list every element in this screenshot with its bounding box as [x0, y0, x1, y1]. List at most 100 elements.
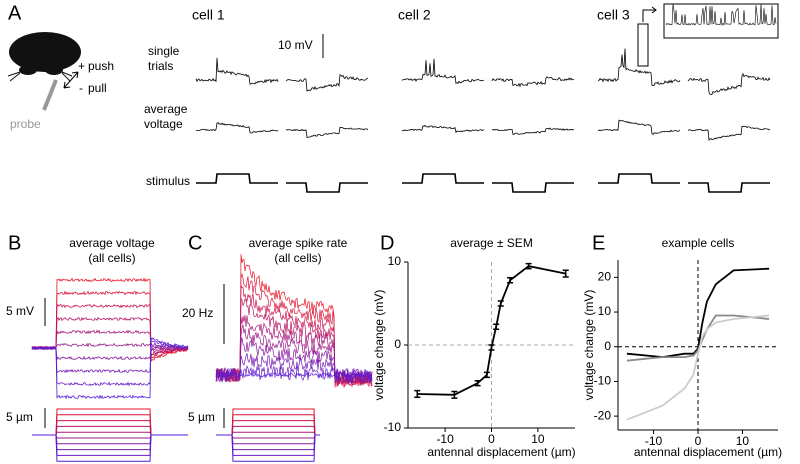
- scale-label: 10 mV: [278, 38, 313, 52]
- probe-label: probe: [10, 117, 41, 131]
- trace: [195, 57, 279, 85]
- trace: [216, 434, 320, 439]
- trace: [402, 173, 484, 184]
- cell-label: cell 3: [597, 7, 630, 23]
- panel-title: average spike rate: [249, 236, 348, 250]
- sign: +: [78, 59, 85, 73]
- trace: [492, 182, 574, 193]
- x-tick-label: 0: [695, 434, 702, 448]
- trace: [31, 316, 189, 356]
- trace: [216, 408, 320, 436]
- panel-label: D: [380, 232, 394, 254]
- trace: [285, 126, 369, 139]
- panel-label: B: [8, 232, 21, 254]
- y-tick-label: 0: [604, 339, 611, 353]
- trace: [285, 73, 369, 92]
- trace: [31, 336, 189, 400]
- trace: [491, 127, 575, 135]
- trace: [216, 425, 320, 436]
- scale-label: 5 µm: [6, 410, 33, 424]
- error-bar: [493, 323, 500, 330]
- trace: [32, 434, 188, 451]
- y-tick-label: -10: [384, 420, 402, 434]
- trace: [32, 434, 188, 462]
- trace: [32, 434, 188, 445]
- error-bar: [562, 269, 569, 278]
- scale-label: 5 µm: [188, 410, 215, 424]
- trace: [31, 303, 189, 358]
- trace: [31, 277, 189, 363]
- panel-title: average voltage: [69, 236, 155, 250]
- row-label: voltage: [144, 117, 183, 131]
- panel-label: E: [592, 232, 605, 254]
- y-tick-label: 10: [388, 254, 402, 268]
- zoom-box: [637, 23, 649, 67]
- x-tick-label: 10: [736, 434, 750, 448]
- x-tick-label: -10: [436, 432, 454, 446]
- head: [9, 32, 81, 72]
- pull-label: pull: [88, 81, 107, 95]
- error-bar: [451, 390, 458, 399]
- x-axis-label: antennal displacement (µm): [634, 445, 782, 459]
- panel-label: C: [188, 232, 202, 254]
- trace: [32, 408, 188, 436]
- trace: [687, 125, 771, 142]
- trace: [665, 3, 777, 26]
- x-tick-label: 0: [488, 432, 495, 446]
- trace: [688, 182, 770, 193]
- trace: [597, 119, 680, 135]
- row-label: single: [148, 44, 180, 58]
- chart-title: example cells: [662, 236, 735, 250]
- eye: [45, 65, 63, 75]
- x-axis-label: antennal displacement (µm): [427, 445, 575, 459]
- scale-label: 20 Hz: [182, 306, 213, 320]
- trace: [286, 182, 368, 193]
- push-label: push: [88, 59, 114, 73]
- error-bar: [414, 389, 421, 399]
- error-bar: [474, 379, 481, 387]
- series-line: [626, 314, 770, 421]
- inset-box: [663, 3, 779, 39]
- x-tick-label: -10: [645, 434, 663, 448]
- panel-title: (all cells): [88, 251, 135, 265]
- trace: [215, 254, 373, 388]
- row-label: trials: [148, 59, 173, 73]
- trace: [32, 420, 188, 436]
- y-axis-label: voltage change (mV): [582, 290, 596, 401]
- trace: [401, 58, 485, 85]
- panel-label: A: [8, 2, 22, 24]
- trace: [216, 434, 320, 456]
- panel-title: (all cells): [274, 251, 321, 265]
- trace: [491, 76, 575, 88]
- trace: [215, 272, 373, 388]
- trace: [215, 337, 373, 384]
- trace: [31, 341, 189, 387]
- trace: [31, 342, 189, 351]
- scale-label: 5 mV: [6, 304, 34, 318]
- eye: [19, 65, 37, 75]
- y-tick-label: 10: [598, 304, 612, 318]
- y-axis-label: voltage change (mV): [372, 290, 386, 401]
- probe: [42, 79, 58, 111]
- error-bar: [488, 344, 495, 351]
- series-line: [417, 265, 566, 396]
- cell-label: cell 2: [398, 7, 431, 23]
- error-bar: [483, 371, 490, 379]
- cell-label: cell 1: [192, 7, 225, 23]
- trace: [216, 434, 320, 462]
- trace: [687, 72, 771, 96]
- trace: [597, 48, 681, 87]
- trace: [196, 173, 278, 184]
- arrow: [63, 71, 79, 89]
- trace: [215, 297, 373, 387]
- error-bar: [507, 277, 514, 284]
- trace: [216, 414, 320, 436]
- trace: [32, 425, 188, 436]
- sign: -: [79, 81, 83, 95]
- series-line: [626, 267, 770, 359]
- trace: [216, 431, 320, 436]
- trace: [598, 173, 680, 184]
- x-tick-label: 10: [531, 432, 545, 446]
- y-tick-label: 0: [394, 337, 401, 351]
